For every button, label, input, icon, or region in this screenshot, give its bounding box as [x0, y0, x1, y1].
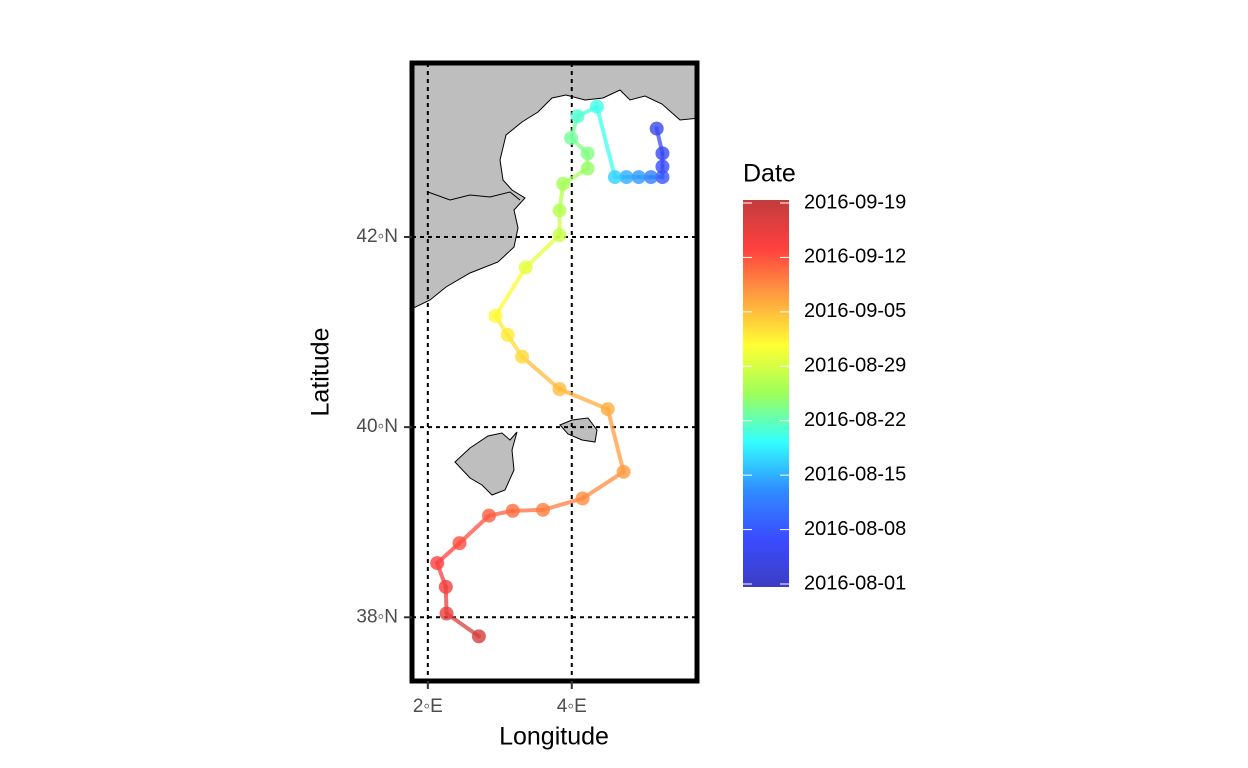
track-segment [605, 407, 626, 474]
track-point [439, 606, 454, 621]
track-point [600, 402, 615, 417]
x-tick-label: 4◦E [557, 696, 587, 717]
track-point [589, 99, 604, 114]
track-point [471, 629, 486, 644]
track-point [607, 170, 622, 185]
track-point [655, 146, 670, 161]
track-segment [557, 387, 610, 412]
track-point [649, 121, 664, 136]
track-point [438, 579, 453, 594]
track-point [452, 536, 467, 551]
track-point [619, 170, 634, 185]
track-point [580, 161, 595, 176]
track-segment [523, 233, 562, 270]
track-segment [493, 265, 528, 318]
track-segment [520, 354, 562, 392]
mainland [412, 63, 697, 310]
track-point [556, 176, 571, 191]
y-tick-label: 42◦N [356, 226, 398, 247]
track-point [552, 228, 567, 243]
colorbar-label: 2016-08-22 [804, 409, 906, 431]
mallorca [454, 431, 518, 496]
track-point [564, 131, 579, 146]
track-point [552, 203, 567, 218]
colorbar-label: 2016-08-08 [804, 518, 906, 540]
track-point [505, 503, 520, 518]
track-segment [580, 469, 626, 501]
colorbar-label: 2016-09-12 [804, 246, 906, 268]
colorbar-label: 2016-08-01 [804, 572, 906, 594]
colorbar [743, 200, 789, 587]
colorbar-label: 2016-09-05 [804, 300, 906, 322]
colorbar-label: 2016-09-19 [804, 191, 906, 213]
track-point [575, 491, 590, 506]
menorca [559, 417, 598, 443]
track-point [518, 260, 533, 275]
x-axis-title: Longitude [499, 723, 609, 751]
track-point [515, 349, 530, 364]
y-tick-label: 38◦N [356, 606, 398, 627]
track-point [655, 170, 670, 185]
track-point [500, 327, 515, 342]
track [430, 99, 670, 644]
track-point [482, 508, 497, 523]
track-segment [594, 104, 617, 180]
track-point [430, 556, 445, 571]
track-point [616, 464, 631, 479]
track-point [552, 382, 567, 397]
frame [409, 60, 700, 684]
track-point [535, 502, 550, 517]
legend-title: Date [743, 160, 796, 188]
y-tick-label: 40◦N [356, 416, 398, 437]
x-tick-label: 2◦E [413, 696, 443, 717]
colorbar-label: 2016-08-29 [804, 355, 906, 377]
track-point [570, 109, 585, 124]
track-point [655, 159, 670, 174]
land [412, 63, 697, 496]
track-point [631, 170, 646, 185]
border [427, 191, 521, 201]
grid [412, 63, 697, 681]
y-axis-title: Latitude [307, 328, 335, 417]
track-point [488, 308, 503, 323]
colorbar-label: 2016-08-15 [804, 463, 906, 485]
track-point [643, 170, 658, 185]
track-point [580, 146, 595, 161]
